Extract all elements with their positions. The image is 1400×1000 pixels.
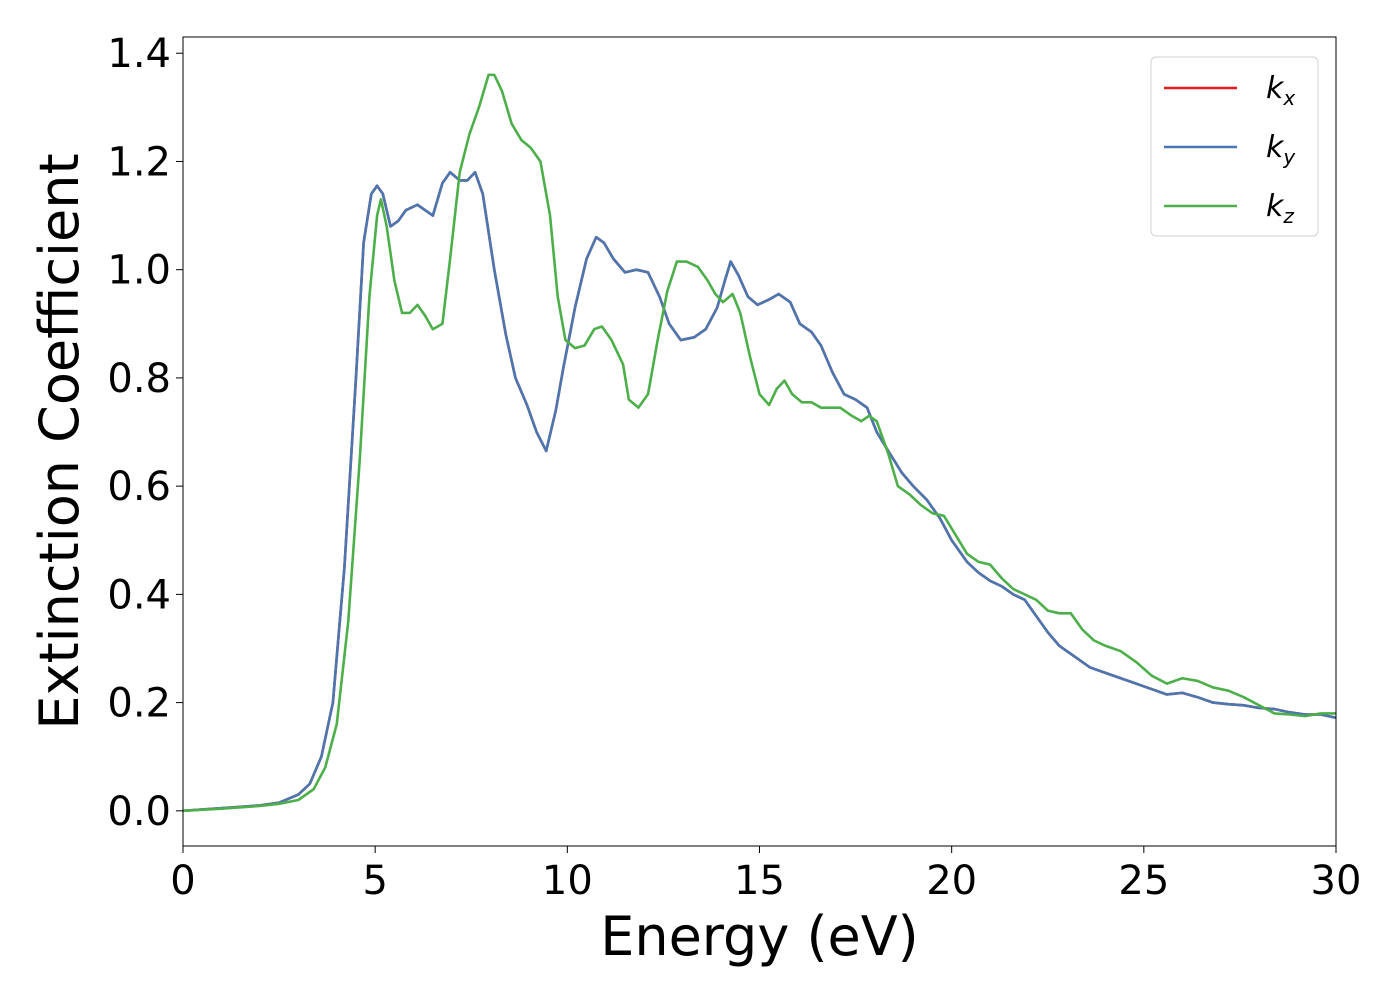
x-tick-label: 30: [1311, 858, 1362, 904]
y-tick-label: 1.0: [107, 248, 171, 294]
y-axis-title: Extinction Coefficient: [28, 153, 91, 729]
x-tick-label: 20: [926, 858, 977, 904]
x-axis: 0 5 10 15 20 25 30: [170, 846, 1361, 904]
x-tick-label: 5: [362, 858, 387, 904]
x-tick-label: 15: [734, 858, 785, 904]
legend-label: kx: [1266, 71, 1295, 110]
y-tick-label: 1.2: [107, 139, 171, 185]
series-line-k-y: [183, 170, 1336, 813]
y-tick-label: 0.6: [107, 464, 171, 510]
legend-label: ky: [1266, 130, 1296, 169]
series-line-k-z: [183, 73, 1336, 813]
legend: kx ky kz: [1150, 56, 1319, 237]
y-tick-label: 0.0: [107, 789, 171, 835]
x-tick-label: 0: [170, 858, 195, 904]
x-tick-label: 10: [542, 858, 593, 904]
plot-area: [183, 73, 1336, 813]
x-axis-title: Energy (eV): [600, 905, 919, 968]
y-axis: 0.0 0.2 0.4 0.6 0.8 1.0 1.2 1.4: [107, 31, 183, 835]
legend-label: kz: [1266, 189, 1294, 228]
y-tick-label: 0.4: [107, 572, 171, 618]
y-tick-label: 0.2: [107, 681, 171, 727]
y-tick-label: 1.4: [107, 31, 171, 77]
y-tick-label: 0.8: [107, 356, 171, 402]
x-tick-label: 25: [1118, 858, 1169, 904]
